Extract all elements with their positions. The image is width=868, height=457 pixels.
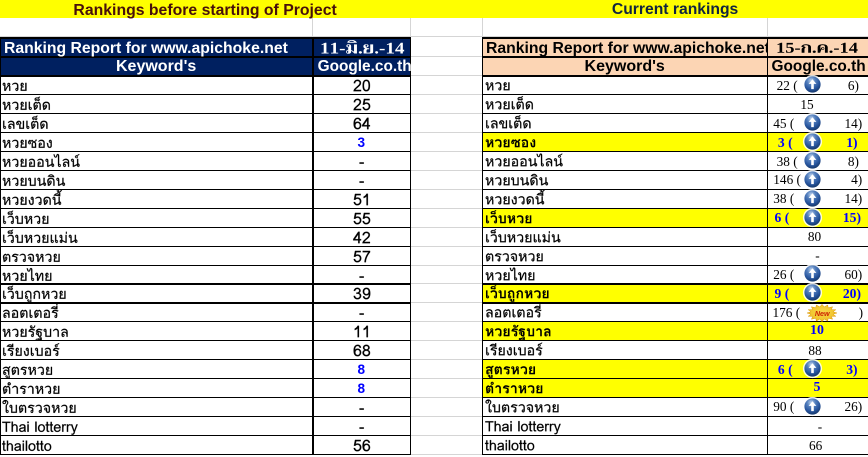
svg-text:New: New xyxy=(815,308,830,317)
